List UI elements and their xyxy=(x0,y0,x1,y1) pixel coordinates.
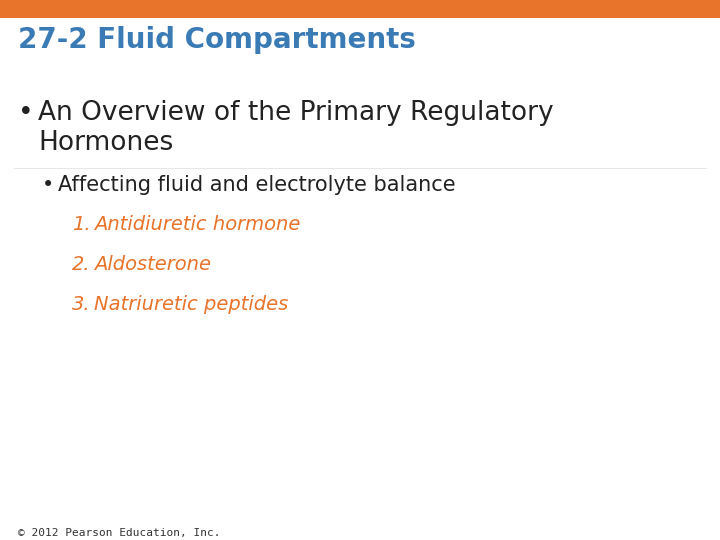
Text: Natriuretic peptides: Natriuretic peptides xyxy=(94,295,288,314)
Text: •: • xyxy=(18,100,34,126)
Text: © 2012 Pearson Education, Inc.: © 2012 Pearson Education, Inc. xyxy=(18,528,220,538)
Text: •: • xyxy=(42,175,54,195)
Text: Affecting fluid and electrolyte balance: Affecting fluid and electrolyte balance xyxy=(58,175,456,195)
Text: 1.: 1. xyxy=(72,215,91,234)
Text: Aldosterone: Aldosterone xyxy=(94,255,211,274)
Text: 3.: 3. xyxy=(72,295,91,314)
Text: Antidiuretic hormone: Antidiuretic hormone xyxy=(94,215,300,234)
Text: Hormones: Hormones xyxy=(38,130,174,156)
Text: 27-2 Fluid Compartments: 27-2 Fluid Compartments xyxy=(18,26,416,54)
Text: 2.: 2. xyxy=(72,255,91,274)
Text: An Overview of the Primary Regulatory: An Overview of the Primary Regulatory xyxy=(38,100,554,126)
FancyBboxPatch shape xyxy=(0,0,720,18)
